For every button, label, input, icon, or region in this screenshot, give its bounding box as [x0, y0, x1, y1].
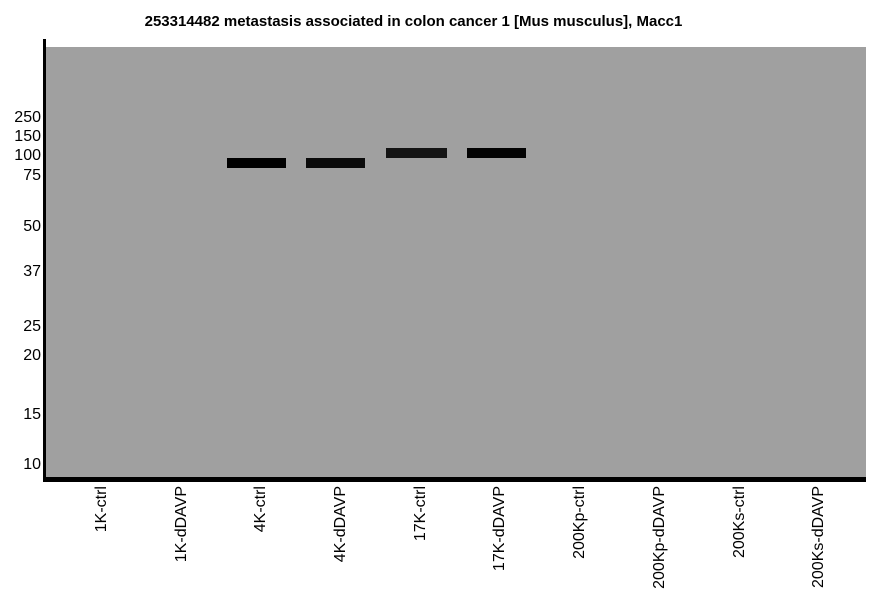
- lane-label-200Ks-dDAVP: 200Ks-dDAVP: [810, 486, 828, 588]
- x-axis-spine: [43, 477, 866, 482]
- lane-label-200Ks-ctrl: 200Ks-ctrl: [731, 486, 749, 559]
- y-axis-spine: [43, 39, 46, 482]
- lane-label-1K-ctrl: 1K-ctrl: [93, 486, 111, 533]
- mw-marker-label-250: 250: [14, 109, 41, 126]
- mw-marker-label-37: 37: [23, 263, 41, 280]
- mw-marker-label-15: 15: [23, 406, 41, 423]
- band-17K-dDAVP: [467, 148, 526, 158]
- chart-title: 253314482 metastasis associated in colon…: [144, 13, 683, 30]
- lane-label-4K-dDAVP: 4K-dDAVP: [332, 486, 350, 563]
- gel-plot-area: [46, 47, 866, 477]
- band-4K-dDAVP: [306, 158, 365, 168]
- lane-label-1K-dDAVP: 1K-dDAVP: [173, 486, 191, 563]
- mw-marker-label-25: 25: [23, 318, 41, 335]
- mw-marker-label-150: 150: [14, 128, 41, 145]
- lane-label-17K-dDAVP: 17K-dDAVP: [491, 486, 509, 572]
- mw-marker-label-100: 100: [14, 147, 41, 164]
- band-4K-ctrl: [227, 158, 286, 168]
- mw-marker-label-20: 20: [23, 347, 41, 364]
- lane-label-17K-ctrl: 17K-ctrl: [412, 486, 430, 542]
- mw-marker-label-50: 50: [23, 218, 41, 235]
- lane-label-4K-ctrl: 4K-ctrl: [252, 486, 270, 533]
- lane-label-200Kp-ctrl: 200Kp-ctrl: [571, 486, 589, 559]
- band-17K-ctrl: [386, 148, 447, 158]
- lane-label-200Kp-dDAVP: 200Kp-dDAVP: [651, 486, 669, 589]
- mw-marker-label-75: 75: [23, 167, 41, 184]
- mw-marker-label-10: 10: [23, 456, 41, 473]
